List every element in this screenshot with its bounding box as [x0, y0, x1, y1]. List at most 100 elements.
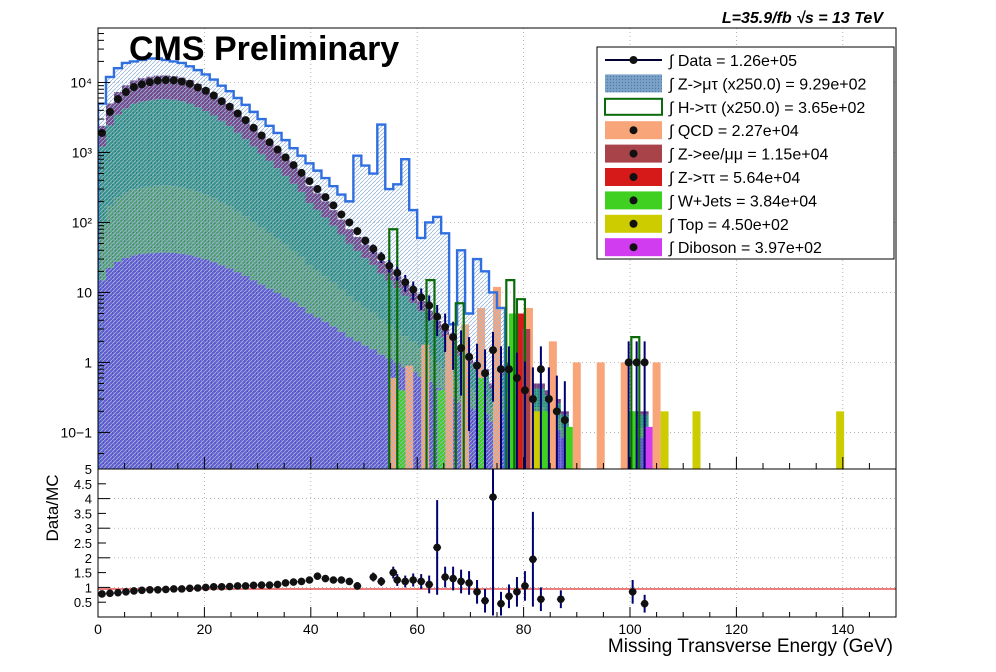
ratio-point — [628, 588, 637, 596]
ratio-point — [537, 595, 545, 604]
data-point — [305, 177, 314, 186]
data-point — [129, 83, 138, 92]
ratio-point — [313, 572, 322, 580]
legend-entries: ∫ Data = 1.26e+05 ∫ Z->μτ (x250.0) = 9.29… — [604, 53, 866, 257]
data-point — [217, 97, 226, 106]
data-point — [393, 268, 402, 277]
legend-data-marker — [629, 56, 638, 64]
ratio-y-tick-label: 1.5 — [74, 566, 92, 581]
z-mu-tau-signal-outline — [98, 57, 507, 469]
ratio-point — [138, 586, 146, 595]
background-tail-bar — [628, 411, 637, 469]
ratio-point — [130, 587, 138, 595]
data-point — [632, 358, 641, 367]
data-point — [265, 138, 274, 147]
data-point — [552, 407, 561, 416]
data-point — [185, 79, 194, 88]
ratio-x-tick-label: 60 — [409, 621, 425, 637]
main-y-tick-label: 10⁴ — [70, 74, 92, 90]
ratio-point — [170, 585, 178, 593]
ratio-point — [209, 583, 218, 591]
ratio-point — [154, 585, 162, 594]
legend-label: ∫ Z->μτ (x250.0) = 9.29e+02 — [668, 76, 866, 93]
ratio-point — [257, 581, 266, 589]
data-point — [385, 261, 394, 270]
data-point — [377, 253, 386, 262]
background-tail-bar — [532, 411, 541, 469]
legend-fill-marker — [629, 126, 638, 135]
ratio-point — [321, 574, 330, 583]
background-tail-bar — [652, 362, 661, 469]
data-point — [369, 244, 378, 253]
data-point — [329, 201, 338, 210]
ratio-x-tick-label: 140 — [831, 621, 855, 637]
ratio-point — [225, 582, 234, 591]
ratio-y-tick-label: 3 — [85, 521, 92, 536]
data-point — [536, 365, 545, 374]
data-point — [153, 76, 162, 85]
data-point — [496, 365, 505, 374]
ratio-x-tick-label: 20 — [197, 621, 213, 637]
ratio-point — [249, 581, 258, 590]
legend-entry: ∫ W+Jets = 3.84e+04 — [605, 191, 817, 210]
legend-label: ∫ Z->ee/μμ = 1.15e+04 — [668, 147, 828, 164]
data-point — [241, 116, 250, 125]
data-point — [425, 301, 434, 310]
data-point — [433, 312, 442, 321]
data-point — [225, 102, 234, 111]
legend-fill-marker — [629, 149, 638, 158]
ratio-point — [377, 577, 386, 586]
ratio-point — [273, 580, 282, 589]
data-point — [321, 193, 330, 202]
legend-fill-marker — [629, 243, 638, 252]
data-point — [345, 218, 354, 227]
legend-entry: ∫ QCD = 2.27e+04 — [605, 121, 799, 140]
ratio-point — [146, 585, 154, 594]
ratio-y-tick-label: 5 — [85, 462, 92, 477]
ratio-y-tick-label: 2.5 — [74, 536, 92, 551]
ratio-point — [289, 578, 298, 586]
data-point — [281, 153, 290, 162]
legend-entry: ∫ Data = 1.26e+05 — [605, 53, 797, 70]
ratio-point — [241, 582, 250, 590]
data-point — [353, 227, 362, 236]
background-tail-bar — [644, 426, 653, 469]
ratio-y-axis: 0.511.522.533.544.55 — [74, 462, 110, 610]
data-point — [528, 395, 537, 404]
ratio-point — [353, 582, 362, 590]
data-point — [121, 88, 130, 97]
h-tau-tau-signal-bar — [454, 302, 465, 469]
ratio-point — [441, 573, 449, 581]
ratio-point — [557, 595, 565, 604]
data-point — [297, 168, 306, 177]
legend-label: ∫ Diboson = 3.97e+02 — [668, 240, 822, 257]
h-tau-tau-signal-bar — [425, 279, 436, 469]
legend-fill-marker — [629, 173, 638, 181]
h-tau-tau-signal-bar — [630, 335, 641, 469]
background-tail-bar — [660, 411, 669, 469]
ratio-point — [114, 588, 122, 597]
ratio-point — [449, 574, 457, 583]
data-point — [520, 386, 529, 395]
ratio-point — [513, 588, 521, 596]
ratio-x-tick-label: 40 — [303, 621, 319, 637]
ratio-x-tick-label: 0 — [94, 621, 102, 637]
ratio-y-tick-label: 2 — [85, 551, 92, 566]
background-tail-bar — [572, 362, 581, 469]
h-tau-tau-signal-bar — [388, 228, 399, 469]
legend-entry: ∫ H->ττ (x250.0) = 3.65e+02 — [604, 97, 865, 117]
ratio-point — [98, 590, 106, 598]
ratio-x-tick-label: 100 — [618, 621, 642, 637]
data-point — [177, 77, 186, 86]
data-point — [249, 123, 258, 132]
background-tail-bar — [516, 313, 525, 469]
background-tail-bar — [836, 411, 845, 469]
ratio-point — [193, 584, 202, 592]
ratio-x-axis: 0 20 40 60 80 100 120 140 — [94, 607, 870, 637]
data-point — [113, 95, 122, 104]
legend-label: ∫ Z->ττ = 5.64e+04 — [668, 170, 800, 187]
legend-entry: ∫ Top = 4.50e+02 — [605, 214, 789, 234]
data-point — [544, 395, 553, 404]
ratio-point — [497, 599, 505, 608]
